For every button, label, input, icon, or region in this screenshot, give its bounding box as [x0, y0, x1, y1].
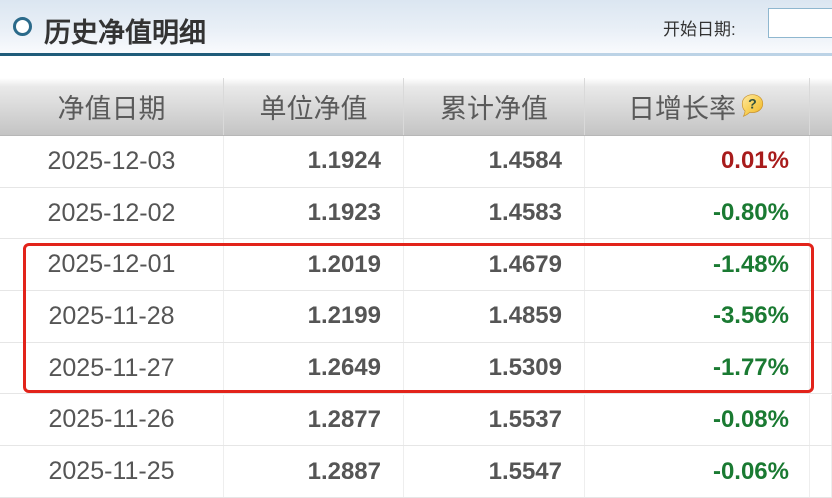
svg-text:?: ?	[748, 97, 757, 113]
